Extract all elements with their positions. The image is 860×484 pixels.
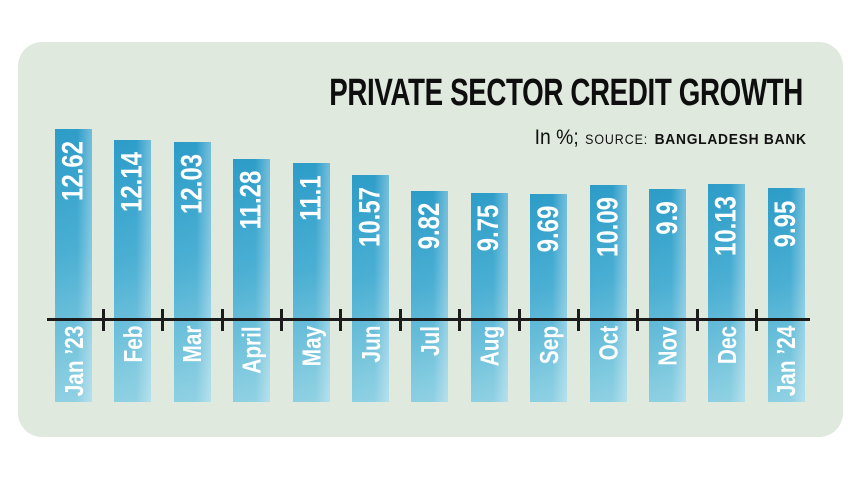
bar-value-label: 12.03	[175, 154, 209, 215]
bar	[233, 158, 271, 402]
bar	[470, 192, 508, 402]
bar	[292, 162, 330, 402]
bar-month-label: Aug	[474, 326, 505, 367]
source-label: SOURCE:	[585, 132, 649, 147]
axis-tick	[755, 309, 759, 331]
axis-tick	[695, 309, 699, 331]
axis-tick	[101, 309, 105, 331]
bar-month-label: Nov	[652, 325, 683, 366]
bar-month-label: Jul	[414, 326, 445, 357]
bar-month-label: Feb	[118, 325, 149, 363]
bar	[55, 129, 92, 402]
bar-value-label: 12.14	[115, 151, 149, 212]
source-name: BANGLADESH BANK	[654, 131, 807, 148]
bar-value-label: 9.75	[472, 204, 506, 252]
bar-month-label: Sep	[533, 326, 564, 365]
bar-value-label: 9.82	[413, 203, 447, 250]
axis-tick	[636, 309, 640, 331]
bar-value-label: 9.69	[531, 205, 565, 253]
bar-month-label: Jun	[355, 325, 386, 363]
bar	[411, 191, 449, 402]
bar	[589, 185, 627, 402]
bar-month-label: May	[295, 326, 326, 367]
bar-value-label: 10.09	[591, 197, 625, 258]
bar-month-label: Jan ’24	[771, 325, 802, 397]
bar-month-label: Oct	[593, 325, 624, 361]
bar	[114, 139, 152, 402]
x-axis-line	[47, 318, 810, 321]
bar-value-label: 11.28	[234, 170, 268, 230]
axis-tick	[161, 309, 165, 331]
bar-value-label: 11.1	[293, 174, 327, 221]
bar-month-label: April	[236, 325, 267, 374]
bar	[708, 184, 746, 402]
bar-value-label: 10.13	[709, 196, 743, 257]
unit-note: In %;	[534, 126, 579, 149]
bar	[649, 189, 686, 402]
bar-month-label: Mar	[177, 325, 208, 363]
bar-value-label: 12.62	[56, 141, 90, 202]
bar	[530, 194, 568, 402]
axis-tick	[576, 309, 580, 331]
axis-tick	[339, 309, 343, 331]
axis-tick	[458, 309, 462, 331]
bar	[173, 142, 211, 402]
axis-tick	[220, 309, 224, 331]
axis-tick	[398, 309, 402, 331]
chart-subtitle: In %; SOURCE: BANGLADESH BANK	[535, 126, 807, 150]
chart-title: PRIVATE SECTOR CREDIT GROWTH	[329, 72, 803, 114]
bar-month-label: Dec	[711, 326, 742, 365]
bar	[352, 174, 389, 402]
bar	[767, 188, 805, 402]
bar-value-label: 9.9	[650, 201, 684, 235]
bar-value-label: 10.57	[353, 186, 387, 247]
axis-tick	[279, 309, 283, 331]
axis-tick	[517, 309, 521, 331]
bar-value-label: 9.95	[769, 200, 803, 247]
bar-month-label: Jan ’23	[58, 325, 89, 397]
